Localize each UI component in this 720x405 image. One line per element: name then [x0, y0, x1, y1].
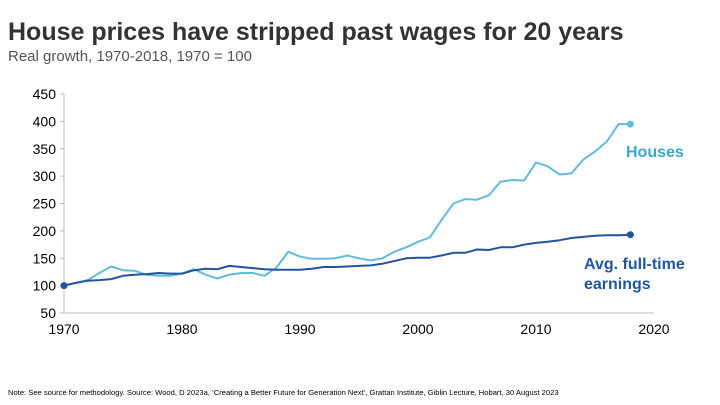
- source-note: Note: See source for methodology. Source…: [8, 388, 559, 397]
- houses-end-point: [626, 120, 634, 128]
- x-tick-label: 2010: [520, 321, 551, 337]
- earnings-series-line: [63, 233, 631, 287]
- y-tick-label: 350: [33, 141, 57, 157]
- y-tick-label: 100: [33, 278, 57, 294]
- earnings-label-line1: Avg. full-time: [584, 256, 685, 273]
- chart-subtitle: Real growth, 1970-2018, 1970 = 100: [8, 48, 252, 65]
- houses-series-line: [63, 123, 631, 287]
- earnings-label-line2: earnings: [584, 276, 651, 293]
- y-tick-label: 300: [33, 168, 57, 184]
- houses-label: Houses: [626, 144, 684, 161]
- y-tick-label: 250: [33, 196, 57, 212]
- y-tick-label: 150: [33, 250, 57, 266]
- earnings-end-point: [626, 231, 634, 239]
- x-tick-label: 1970: [48, 321, 79, 337]
- y-tick-label: 50: [40, 305, 56, 321]
- x-tick-label: 2020: [638, 321, 669, 337]
- start-point: [60, 282, 68, 290]
- y-tick-label: 200: [33, 223, 57, 239]
- x-tick-label: 1980: [166, 321, 197, 337]
- y-tick-label: 400: [33, 113, 57, 129]
- y-tick-label: 450: [33, 86, 57, 102]
- x-tick-label: 2000: [402, 321, 433, 337]
- x-tick-label: 1990: [284, 321, 315, 337]
- chart-title: House prices have stripped past wages fo…: [8, 18, 624, 46]
